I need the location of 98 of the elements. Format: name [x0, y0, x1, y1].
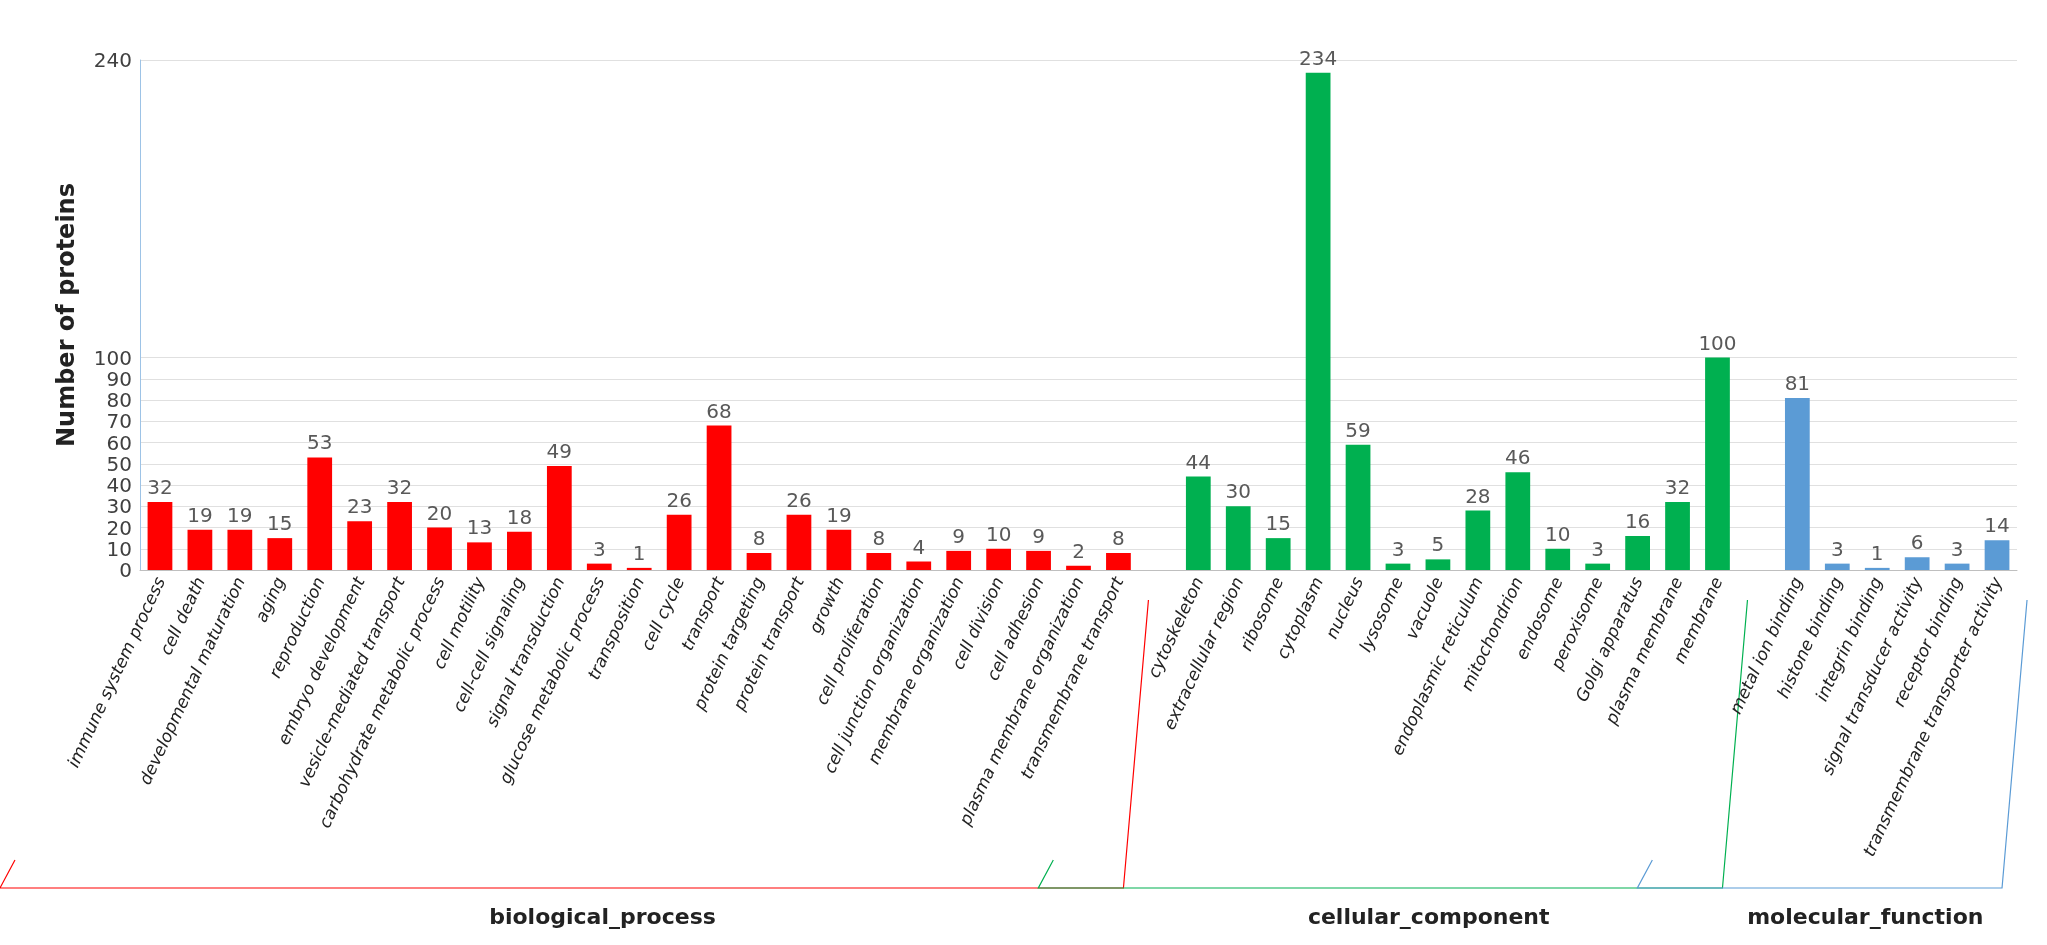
bar — [1984, 540, 2010, 570]
bar — [1026, 550, 1051, 570]
bar — [1705, 357, 1730, 570]
bar — [1225, 506, 1251, 570]
data-label: 9 — [952, 523, 966, 548]
data-label: 23 — [346, 494, 373, 519]
bar — [1465, 510, 1491, 570]
data-label: 32 — [386, 475, 413, 499]
data-label: 19 — [826, 502, 852, 527]
bar — [1265, 538, 1291, 570]
text: cellular_component — [1307, 903, 1551, 929]
data-label: 100 — [1698, 330, 1737, 355]
bar — [187, 529, 213, 570]
y-tick-label: 80 — [106, 388, 132, 412]
data-label: 14 — [1984, 513, 2010, 538]
data-label: 15 — [1265, 511, 1291, 536]
data-label: 3 — [1391, 536, 1405, 561]
bar — [666, 514, 692, 570]
bar — [586, 563, 612, 570]
data-label: 234 — [1299, 45, 1338, 70]
text: biological_process — [489, 903, 716, 929]
bar — [1385, 563, 1411, 570]
data-label: 18 — [506, 504, 533, 529]
data-label: 1 — [1870, 540, 1884, 565]
bar — [906, 561, 932, 570]
bar — [866, 553, 892, 570]
bar — [706, 425, 732, 570]
bar — [387, 502, 412, 570]
data-label: 81 — [1784, 370, 1811, 395]
bar — [1665, 502, 1690, 570]
bar — [467, 542, 492, 570]
data-label: 2 — [1072, 538, 1085, 563]
data-label: 26 — [666, 487, 692, 512]
bar — [507, 531, 532, 570]
data-label: 32 — [1664, 475, 1691, 499]
bar — [1585, 563, 1611, 570]
bar — [147, 502, 173, 570]
bar — [1904, 557, 1930, 570]
y-tick-label: 0 — [119, 558, 132, 582]
bar — [1545, 548, 1571, 570]
text: molecular_function — [1747, 903, 1984, 929]
data-label: 8 — [1112, 526, 1125, 550]
bar — [1345, 444, 1371, 570]
data-label: 8 — [872, 526, 886, 550]
bar — [427, 527, 452, 570]
data-label: 3 — [1591, 536, 1605, 561]
data-label: 15 — [267, 511, 293, 536]
bar — [786, 514, 812, 570]
data-label: 28 — [1465, 483, 1491, 508]
bar — [267, 538, 293, 570]
data-label: 26 — [786, 487, 812, 512]
y-axis-title: Number of proteins — [52, 183, 80, 447]
data-label: 68 — [706, 398, 732, 423]
bar — [1185, 476, 1211, 570]
data-label: 8 — [752, 526, 766, 550]
data-label: 4 — [912, 534, 926, 559]
data-label: 30 — [1225, 479, 1251, 504]
data-label: 59 — [1345, 417, 1371, 442]
data-label: 19 — [187, 502, 213, 527]
bar — [1106, 553, 1131, 570]
data-label: 10 — [1545, 521, 1571, 546]
data-label: 20 — [426, 500, 453, 525]
data-label: 9 — [1032, 523, 1045, 548]
data-label: 53 — [306, 430, 333, 455]
bar — [1305, 72, 1331, 570]
data-label: 32 — [147, 475, 173, 499]
bar — [626, 567, 652, 570]
y-tick-label: 40 — [106, 473, 132, 497]
bar — [227, 529, 253, 570]
bar — [746, 553, 772, 570]
data-label: 5 — [1431, 532, 1445, 557]
bar — [347, 521, 373, 570]
bar — [826, 529, 852, 570]
bar — [1784, 397, 1810, 570]
y-tick-label: 240 — [93, 48, 132, 72]
data-label: 13 — [466, 515, 493, 540]
data-label: 44 — [1185, 449, 1212, 474]
data-label: 6 — [1910, 530, 1924, 555]
data-label: 3 — [1950, 536, 1964, 561]
bar — [946, 550, 972, 570]
bar — [1505, 472, 1531, 570]
data-label: 1 — [632, 540, 646, 565]
data-label: 16 — [1624, 509, 1651, 533]
data-label: 10 — [985, 521, 1012, 546]
data-label: 46 — [1505, 445, 1531, 470]
bar — [1864, 567, 1890, 570]
data-label: 3 — [1830, 536, 1844, 561]
bar — [1625, 536, 1650, 570]
data-label: 3 — [592, 536, 606, 561]
data-label: 19 — [227, 502, 253, 527]
bar — [1944, 563, 1970, 570]
bar — [1066, 565, 1091, 570]
bar — [1425, 559, 1451, 570]
data-label: 49 — [546, 438, 573, 463]
bar — [307, 457, 333, 570]
bar — [1824, 563, 1850, 570]
bar — [546, 465, 572, 570]
bar — [986, 548, 1012, 570]
